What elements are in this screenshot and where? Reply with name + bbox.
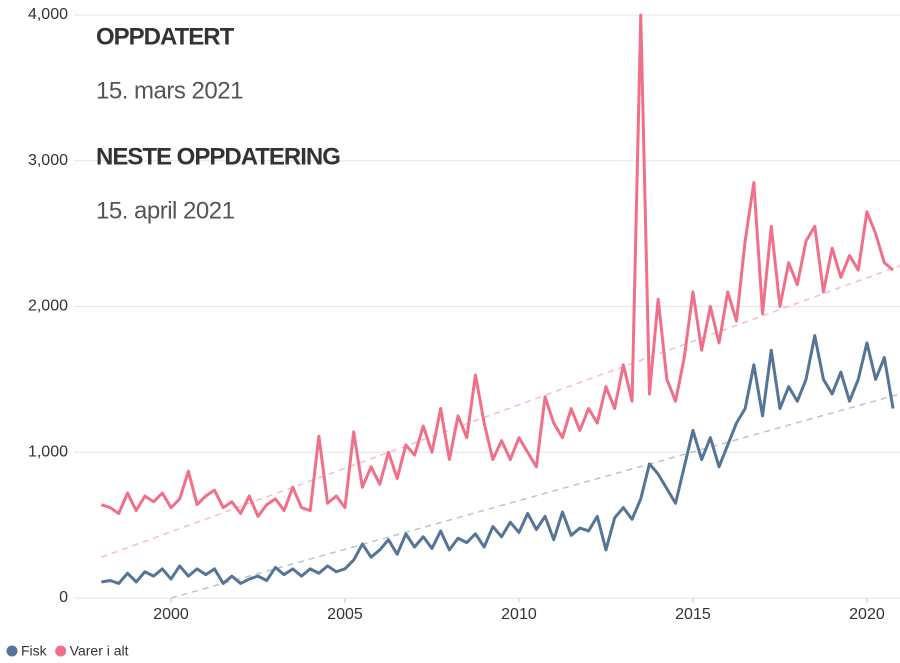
legend-label: Fisk	[21, 643, 48, 659]
x-tick-label: 2020	[849, 606, 885, 623]
x-tick-label: 2005	[327, 606, 363, 623]
y-tick-label: 0	[59, 589, 68, 606]
y-tick-label: 4,000	[28, 6, 68, 23]
plot	[100, 13, 900, 599]
annotation: 15. april 2021	[96, 197, 235, 224]
annotation: OPPDATERT	[96, 23, 235, 50]
annotation: NESTE OPPDATERING	[96, 143, 340, 170]
trend-line	[101, 264, 900, 558]
series-line	[101, 334, 895, 585]
y-tick-label: 1,000	[28, 443, 68, 460]
legend-swatch	[6, 645, 18, 657]
x-tick-label: 2010	[501, 606, 537, 623]
grid	[74, 14, 900, 603]
x-tick-label: 2000	[153, 606, 189, 623]
legend-label: Varer i alt	[70, 643, 129, 659]
series-line	[100, 13, 895, 518]
y-tick-label: 3,000	[28, 152, 68, 169]
trend-line	[170, 393, 900, 599]
legend-swatch	[55, 645, 67, 657]
annotation: 15. mars 2021	[96, 77, 243, 104]
y-tick-label: 2,000	[28, 298, 68, 315]
x-tick-label: 2015	[675, 606, 711, 623]
